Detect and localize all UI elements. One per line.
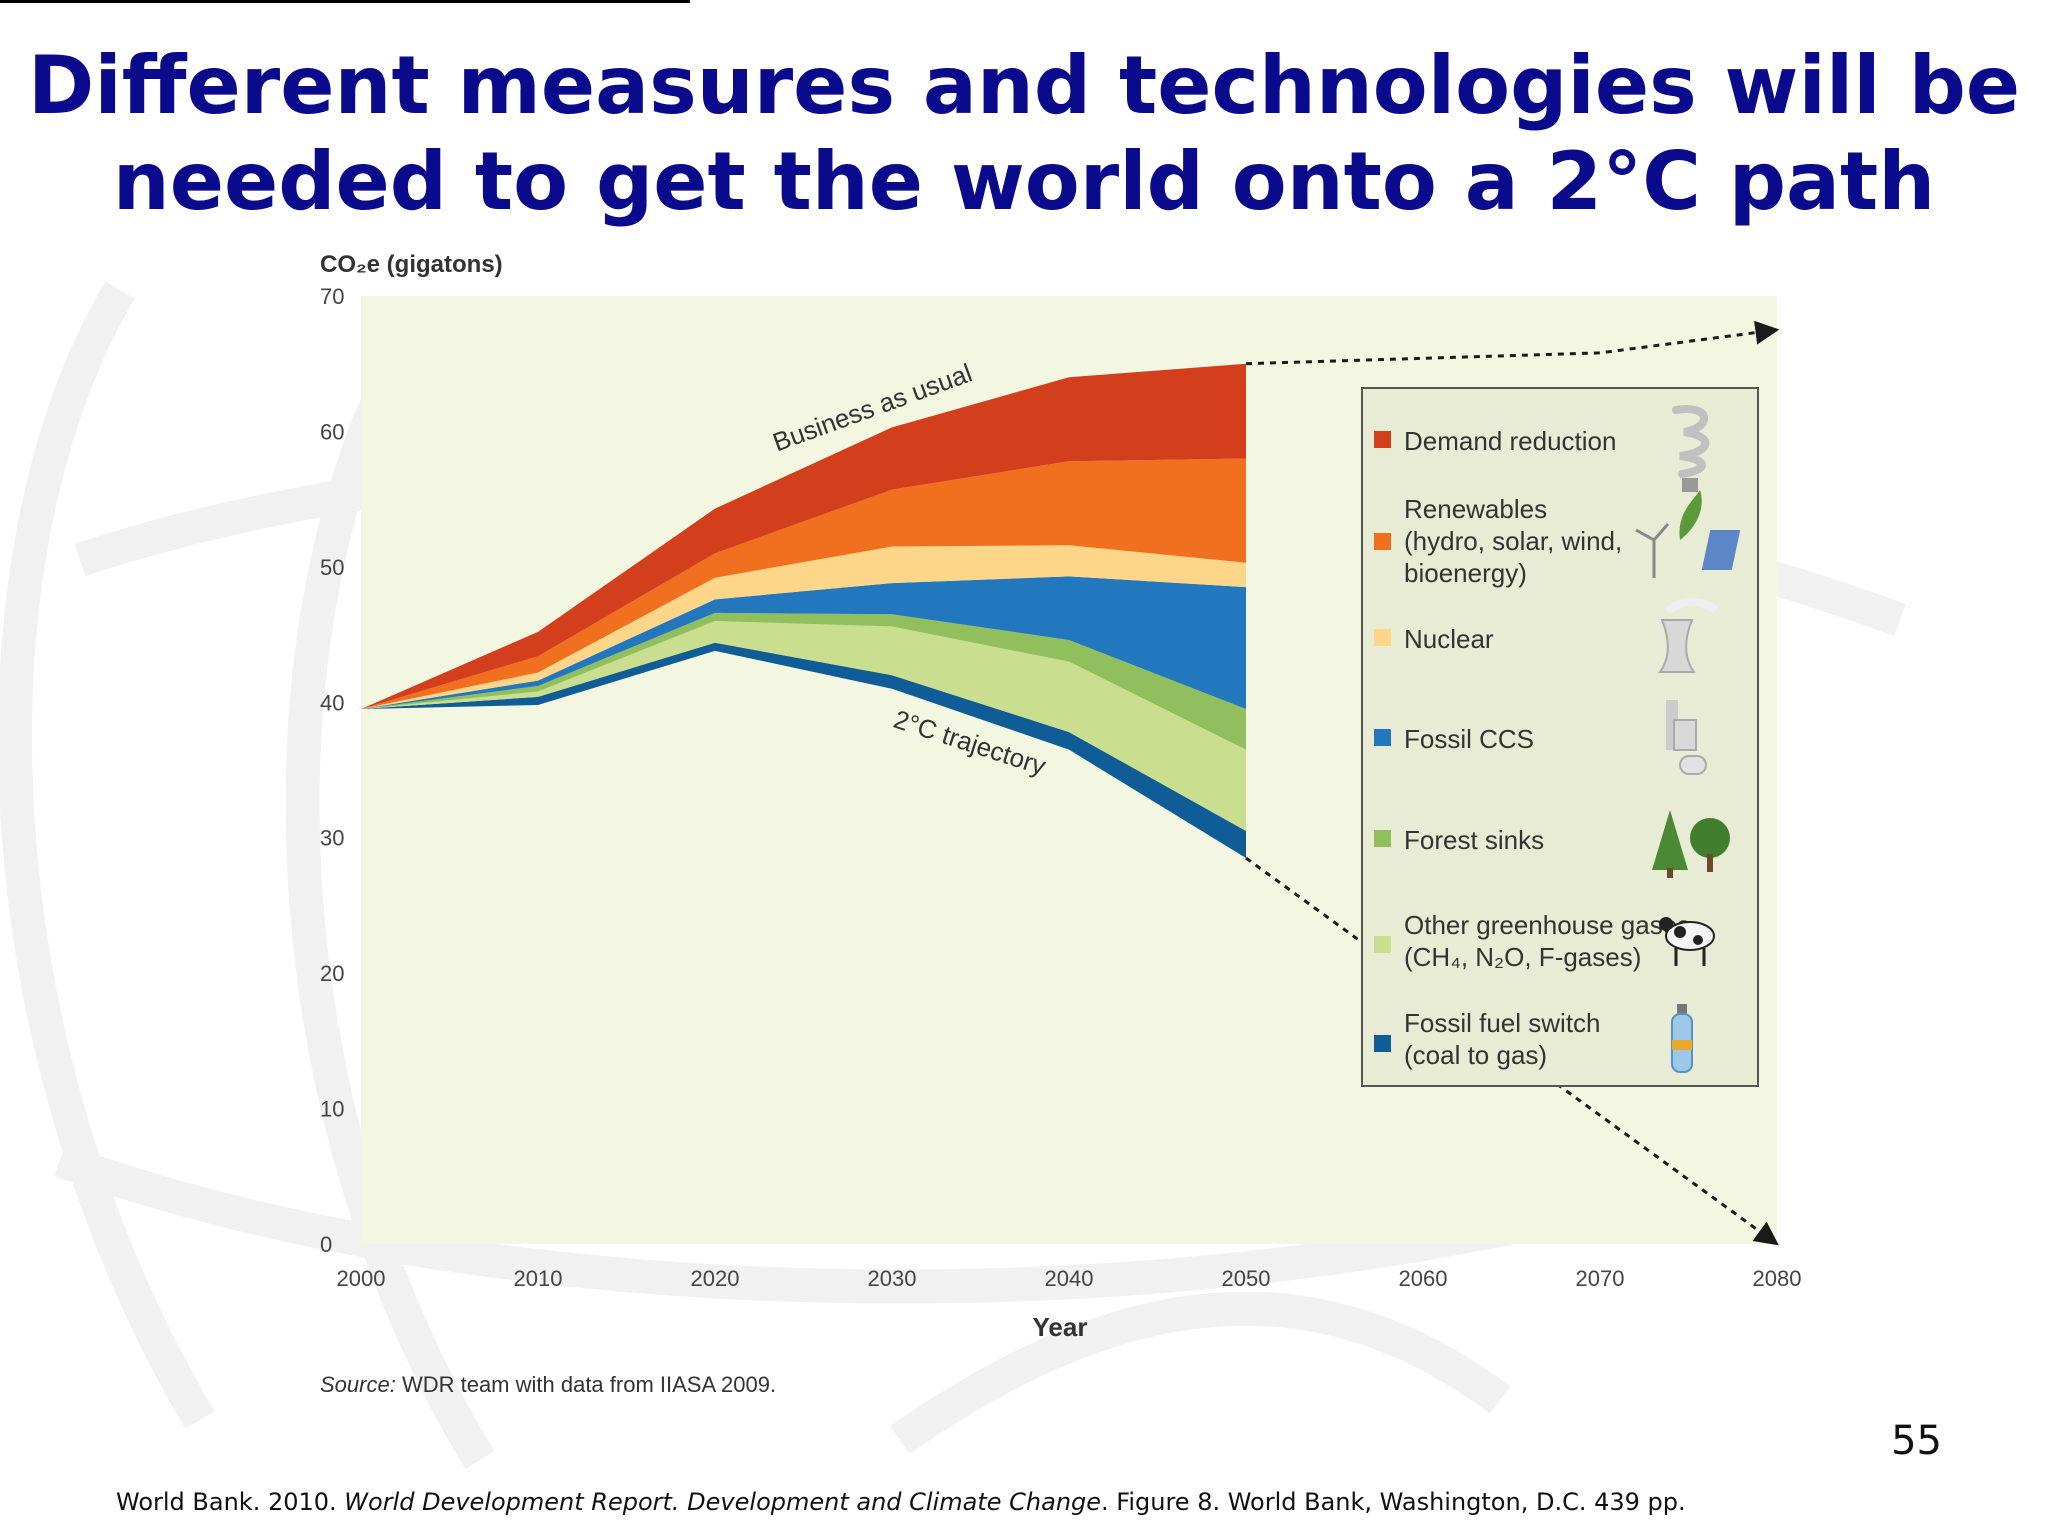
x-tick-label: 2040 [1045, 1266, 1094, 1291]
legend-item-fossil-ccs: Fossil CCS [1374, 700, 1707, 775]
legend-label-fossil-ccs: Fossil CCS [1404, 724, 1534, 754]
area-forest-sinks [361, 612, 1246, 750]
x-tick-label: 2020 [691, 1266, 740, 1291]
x-tick-label: 2080 [1753, 1266, 1802, 1291]
legend-swatch-renewables [1374, 533, 1391, 550]
legend-label-renewables-line-1: Renewables [1404, 494, 1547, 524]
legend-item-demand-reduction: Demand reduction [1374, 405, 1710, 492]
y-tick-label: 50 [320, 555, 344, 580]
citation-suffix: . Figure 8. World Bank, Washington, D.C.… [1101, 1488, 1686, 1516]
legend-label-fossil-fuel-switch-line-2: (coal to gas) [1404, 1040, 1547, 1070]
area-other-greenhouse-gases [361, 621, 1246, 831]
x-axis-ticks: 2000 2010 2020 2030 2040 2050 2060 2070 2080 [337, 1266, 1802, 1291]
factory-icon [1666, 700, 1707, 775]
legend-label-renewables-line-2: (hydro, solar, wind, [1404, 526, 1622, 556]
citation: World Bank. 2010. World Development Repo… [116, 1488, 1686, 1516]
legend-swatch-fossil-ccs [1374, 729, 1391, 746]
legend-swatch-other-greenhouse-gases [1374, 936, 1391, 953]
legend-swatch-nuclear [1374, 629, 1391, 646]
cow-icon [1659, 917, 1715, 966]
citation-title: World Development Report. Development an… [344, 1488, 1102, 1516]
legend-item-nuclear: Nuclear [1374, 598, 1719, 673]
x-tick-label: 2060 [1399, 1266, 1448, 1291]
y-tick-label: 70 [320, 284, 344, 309]
page-number: 55 [1891, 1418, 1942, 1464]
slide-title-line-2: needed to get the world onto a 2°C path [112, 135, 1936, 228]
x-tick-label: 2050 [1222, 1266, 1271, 1291]
legend-item-other-greenhouse-gases: Other greenhouse gases (CH₄, N₂O, F-gase… [1374, 910, 1715, 972]
legend-swatch-forest-sinks [1374, 830, 1391, 847]
legend-label-forest-sinks: Forest sinks [1404, 825, 1544, 855]
legend-item-forest-sinks: Forest sinks [1374, 810, 1730, 878]
y-tick-label: 30 [320, 826, 344, 851]
projection-arrow-business-as-usual [1245, 320, 1780, 366]
legend-label-demand-reduction: Demand reduction [1404, 426, 1616, 456]
x-tick-label: 2070 [1576, 1266, 1625, 1291]
legend-label-fossil-fuel-switch-line-1: Fossil fuel switch [1404, 1008, 1601, 1038]
area-renewables [361, 458, 1246, 710]
y-tick-label: 10 [320, 1097, 344, 1122]
x-tick-label: 2030 [868, 1266, 917, 1291]
chart-source-text: WDR team with data from IIASA 2009. [396, 1372, 776, 1397]
legend-label-other-greenhouse-gases-line-2: (CH₄, N₂O, F-gases) [1404, 942, 1641, 972]
y-axis-label: CO₂e (gigatons) [320, 251, 503, 278]
y-axis-ticks: 0 10 20 30 40 50 60 70 [320, 284, 344, 1257]
x-tick-label: 2000 [337, 1266, 386, 1291]
legend: Demand reduction Renewables (hydro, sola… [1361, 387, 1759, 1087]
legend-label-nuclear: Nuclear [1404, 624, 1494, 654]
legend-label-renewables-line-3: bioenergy) [1404, 558, 1527, 588]
slide-title: Different measures and technologies will… [0, 38, 2048, 230]
stacked-areas [361, 363, 1246, 859]
wind-turbine-icon [1635, 490, 1741, 578]
trees-icon [1652, 810, 1730, 878]
x-tick-label: 2010 [514, 1266, 563, 1291]
slide-title-line-1: Different measures and technologies will… [27, 39, 2021, 132]
y-tick-label: 40 [320, 690, 344, 715]
area-fossil-ccs [361, 576, 1246, 710]
legend-swatch-fossil-fuel-switch [1374, 1035, 1391, 1052]
area-nuclear [361, 545, 1246, 710]
x-axis-label: Year [1033, 1312, 1088, 1342]
citation-prefix: World Bank. 2010. [116, 1488, 345, 1516]
cooling-tower-icon [1658, 598, 1719, 673]
y-tick-label: 20 [320, 961, 344, 986]
chart-source-label: Source: [320, 1372, 396, 1397]
legend-item-fossil-fuel-switch: Fossil fuel switch (coal to gas) [1374, 1004, 1693, 1073]
top-rule [0, 0, 690, 3]
legend-swatch-demand-reduction [1374, 431, 1391, 448]
gas-cylinder-icon [1671, 1004, 1693, 1073]
y-tick-label: 0 [320, 1232, 332, 1257]
legend-item-renewables: Renewables (hydro, solar, wind, bioenerg… [1374, 490, 1741, 588]
area-demand-reduction [361, 363, 1246, 710]
y-tick-label: 60 [320, 419, 344, 444]
chart-source: Source: WDR team with data from IIASA 20… [320, 1372, 776, 1397]
legend-label-other-greenhouse-gases-line-1: Other greenhouse gases [1404, 910, 1690, 940]
light-bulb-icon [1672, 405, 1710, 492]
